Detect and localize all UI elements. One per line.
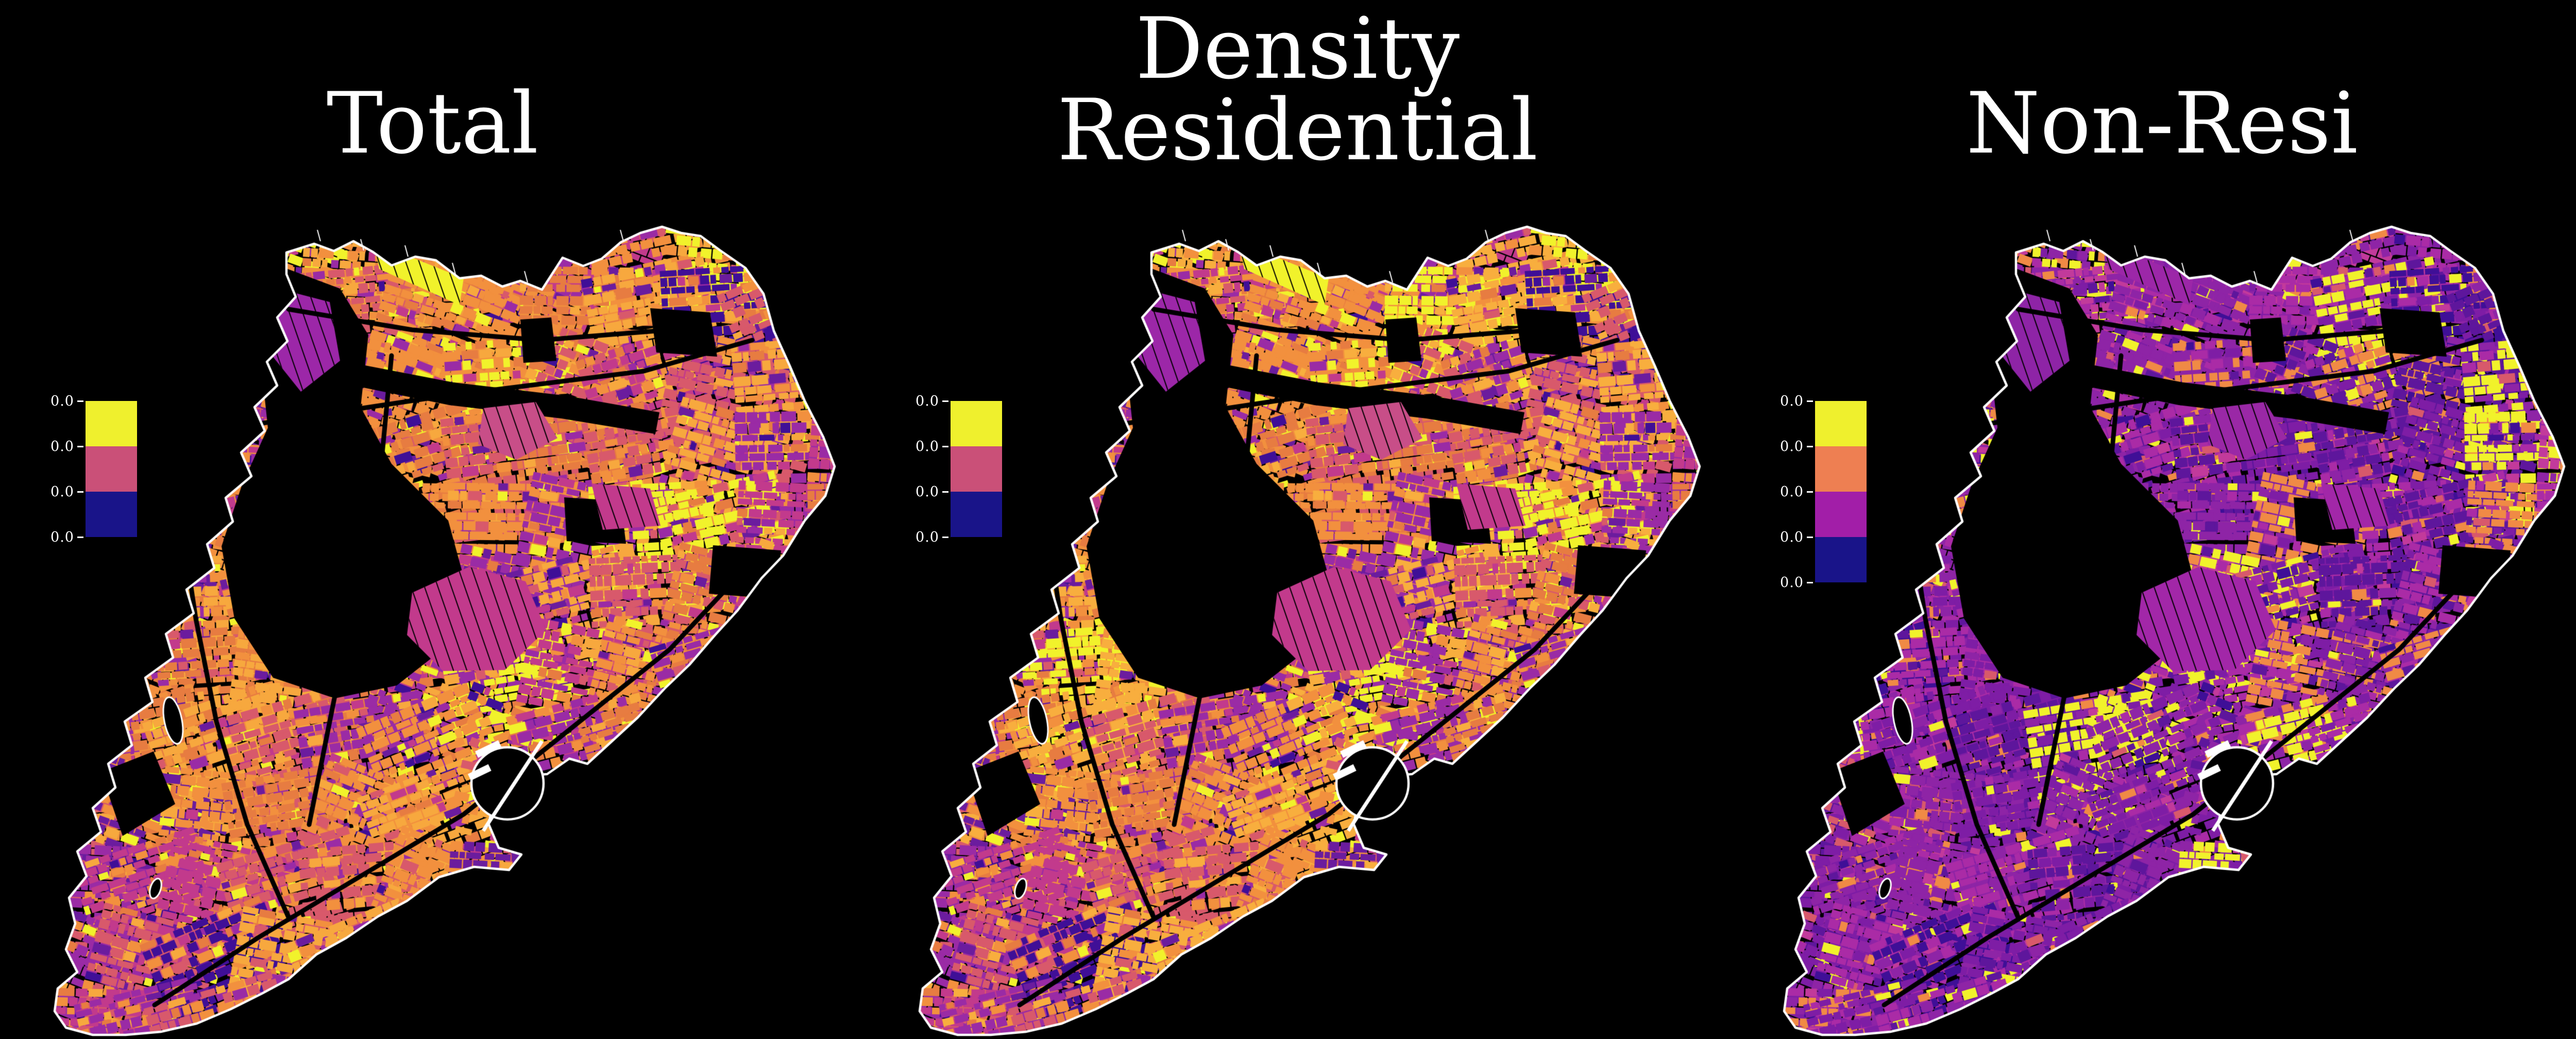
colorbar-tick-mark [942,445,948,447]
colorbar-segment [951,492,1002,537]
colorbar-tick-mark [77,536,83,538]
colorbar-total: 0.0 0.0 0.0 0.0 [50,393,137,545]
colorbar-tick-mark [1807,581,1813,583]
colorbar-segment [86,492,137,537]
colorbar-tick-mark [942,491,948,493]
panel-total: Total 0.0 0.0 0.0 0.0 [0,0,865,1039]
colorbar-segment [1815,401,1867,446]
colorbar-tick-label: 0.0 [1780,529,1804,545]
colorbar-tick-label: 0.0 [1780,483,1804,500]
colorbar-tick: 0.0 [899,393,948,409]
colorbar-tick-label: 0.0 [916,483,939,500]
panel-title-line: Total [326,74,539,173]
colorbar-tick: 0.0 [1764,483,1813,500]
colorbar-tick: 0.0 [899,438,948,455]
colorbar-tick-label: 0.0 [916,529,939,545]
choropleth-map-non-resi [1730,0,2576,1039]
colorbar-tick: 0.0 [34,438,83,455]
panel-title-line: Residential [1057,81,1538,179]
colorbar-tick-label: 0.0 [50,529,74,545]
colorbar-tick-mark [77,400,83,402]
colorbar-tick: 0.0 [34,483,83,500]
colorbar-tick: 0.0 [1764,529,1813,545]
panel-title-line: Density [1135,0,1460,98]
colorbar-tick: 0.0 [899,529,948,545]
panel-non-resi: Non-Resi 0.0 0.0 0.0 0.0 0.0 [1730,0,2576,1039]
colorbar-tick: 0.0 [899,483,948,500]
choropleth-map-residential [865,0,1730,1039]
colorbar-tick-label: 0.0 [1780,574,1804,591]
colorbar-segment [1815,537,1867,582]
panel-title-line: Non-Resi [1966,74,2358,173]
colorbar-tick-label: 0.0 [50,393,74,409]
colorbar-tick-mark [77,491,83,493]
colorbar-tick-label: 0.0 [1780,438,1804,455]
colorbar-segment [86,446,137,492]
panel-title-residential: Density Residential [865,0,1730,179]
panel-title-total: Total [0,74,865,173]
colorbar-non-resi: 0.0 0.0 0.0 0.0 0.0 [1780,393,1867,591]
panel-residential: Density Residential 0.0 0.0 0.0 0.0 [865,0,1730,1039]
colorbar-tick-mark [77,445,83,447]
colorbar-tick-mark [1807,400,1813,402]
colorbar-tick: 0.0 [1764,574,1813,591]
colorbar-segment [1815,492,1867,537]
colorbar-tick-mark [1807,445,1813,447]
choropleth-map-total [0,0,865,1039]
colorbar-segment [951,401,1002,446]
colorbar-tick: 0.0 [1764,438,1813,455]
colorbar-tick: 0.0 [34,529,83,545]
colorbar-tick-label: 0.0 [916,438,939,455]
colorbar-tick-mark [1807,536,1813,538]
colorbar-segment [951,446,1002,492]
colorbar-tick-label: 0.0 [50,438,74,455]
colorbar-segment [1815,446,1867,492]
panel-title-non-resi: Non-Resi [1730,74,2576,173]
colorbar-tick-mark [942,400,948,402]
colorbar-tick-label: 0.0 [916,393,939,409]
colorbar-tick-mark [942,536,948,538]
colorbar-tick: 0.0 [1764,393,1813,409]
colorbar-tick-label: 0.0 [50,483,74,500]
colorbar-tick: 0.0 [34,393,83,409]
colorbar-tick-label: 0.0 [1780,393,1804,409]
colorbar-residential: 0.0 0.0 0.0 0.0 [916,393,1002,545]
colorbar-tick-mark [1807,491,1813,493]
colorbar-segment [86,401,137,446]
